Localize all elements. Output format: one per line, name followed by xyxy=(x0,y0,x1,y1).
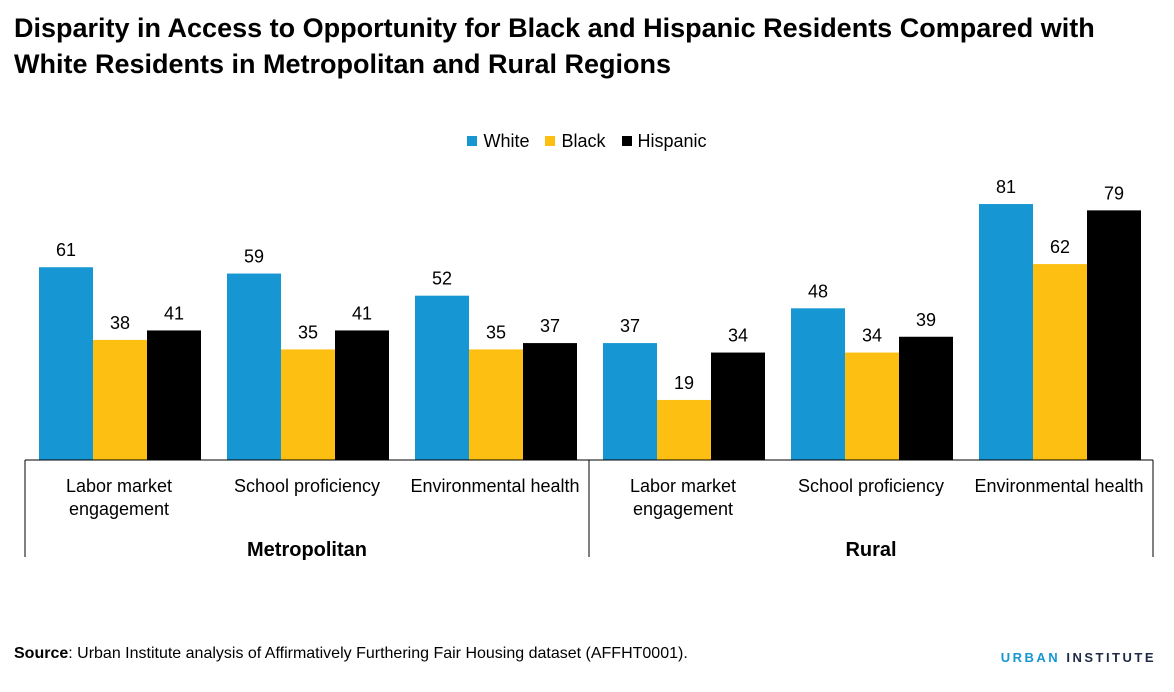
data-label-white-3: 52 xyxy=(432,269,452,289)
data-label-hispanic-6: 79 xyxy=(1104,183,1124,203)
logo-part-institute: INSTITUTE xyxy=(1066,650,1156,665)
data-label-hispanic-5: 39 xyxy=(916,310,936,330)
bar-white-6 xyxy=(979,204,1033,460)
bar-hispanic-4 xyxy=(711,352,765,460)
bar-hispanic-3 xyxy=(523,343,577,460)
legend-item-white: White xyxy=(467,131,529,152)
urban-institute-logo: URBAN INSTITUTE xyxy=(1001,650,1156,665)
data-label-white-5: 48 xyxy=(808,281,828,301)
bar-white-1 xyxy=(39,267,93,460)
data-label-hispanic-2: 41 xyxy=(352,303,372,323)
logo-part-urban: URBAN xyxy=(1000,650,1061,665)
legend: White Black Hispanic xyxy=(0,129,1174,153)
bar-hispanic-2 xyxy=(335,330,389,460)
legend-label-hispanic: Hispanic xyxy=(637,130,707,151)
data-label-black-6: 62 xyxy=(1050,237,1070,257)
bar-hispanic-1 xyxy=(147,330,201,460)
group-label-metropolitan: Metropolitan xyxy=(247,539,367,561)
category-label-4: Labor market engagement xyxy=(630,476,736,519)
bar-black-1 xyxy=(93,339,147,460)
data-label-white-1: 61 xyxy=(56,240,76,260)
category-label-3: Environmental health xyxy=(410,476,579,496)
bar-white-3 xyxy=(415,295,469,460)
data-label-black-3: 35 xyxy=(486,322,506,342)
data-label-white-4: 37 xyxy=(620,316,640,336)
bar-black-2 xyxy=(281,349,335,460)
legend-label-white: White xyxy=(483,130,530,151)
bar-white-4 xyxy=(603,343,657,460)
legend-swatch-black xyxy=(545,136,556,146)
source-label: Source xyxy=(14,645,69,662)
legend-label-black: Black xyxy=(561,130,606,151)
category-label-5: School proficiency xyxy=(798,476,944,496)
group-label-rural: Rural xyxy=(845,539,896,561)
data-label-hispanic-1: 41 xyxy=(164,303,184,323)
source-text: : Urban Institute analysis of Affirmativ… xyxy=(68,645,688,662)
chart-title: Disparity in Access to Opportunity for B… xyxy=(14,13,1095,79)
bar-hispanic-6 xyxy=(1087,210,1141,460)
bar-black-4 xyxy=(657,399,711,460)
data-label-white-6: 81 xyxy=(996,177,1016,197)
data-label-black-4: 19 xyxy=(674,373,694,393)
data-label-black-5: 34 xyxy=(862,326,882,346)
legend-item-hispanic: Hispanic xyxy=(621,130,707,152)
data-label-white-2: 59 xyxy=(244,247,264,267)
data-label-black-1: 38 xyxy=(110,313,130,333)
bar-white-2 xyxy=(227,273,281,460)
legend-swatch-white xyxy=(467,136,478,146)
category-label-2: School proficiency xyxy=(234,476,380,496)
data-label-hispanic-4: 34 xyxy=(728,326,748,346)
bar-black-6 xyxy=(1033,264,1087,460)
category-label-1: Labor market engagement xyxy=(66,476,172,519)
source-note: Source: Urban Institute analysis of Affi… xyxy=(14,645,688,663)
bar-chart: 61 38 41 Labor market engagement 59 35 41 School… xyxy=(24,177,1154,561)
bar-black-3 xyxy=(469,349,523,460)
bar-black-5 xyxy=(845,352,899,460)
data-label-black-2: 35 xyxy=(298,322,318,342)
legend-swatch-hispanic xyxy=(621,136,632,146)
category-label-6: Environmental health xyxy=(974,476,1143,496)
bar-hispanic-5 xyxy=(899,336,953,460)
legend-item-black: Black xyxy=(545,130,606,152)
bar-white-5 xyxy=(791,308,845,460)
data-label-hispanic-3: 37 xyxy=(540,316,560,336)
